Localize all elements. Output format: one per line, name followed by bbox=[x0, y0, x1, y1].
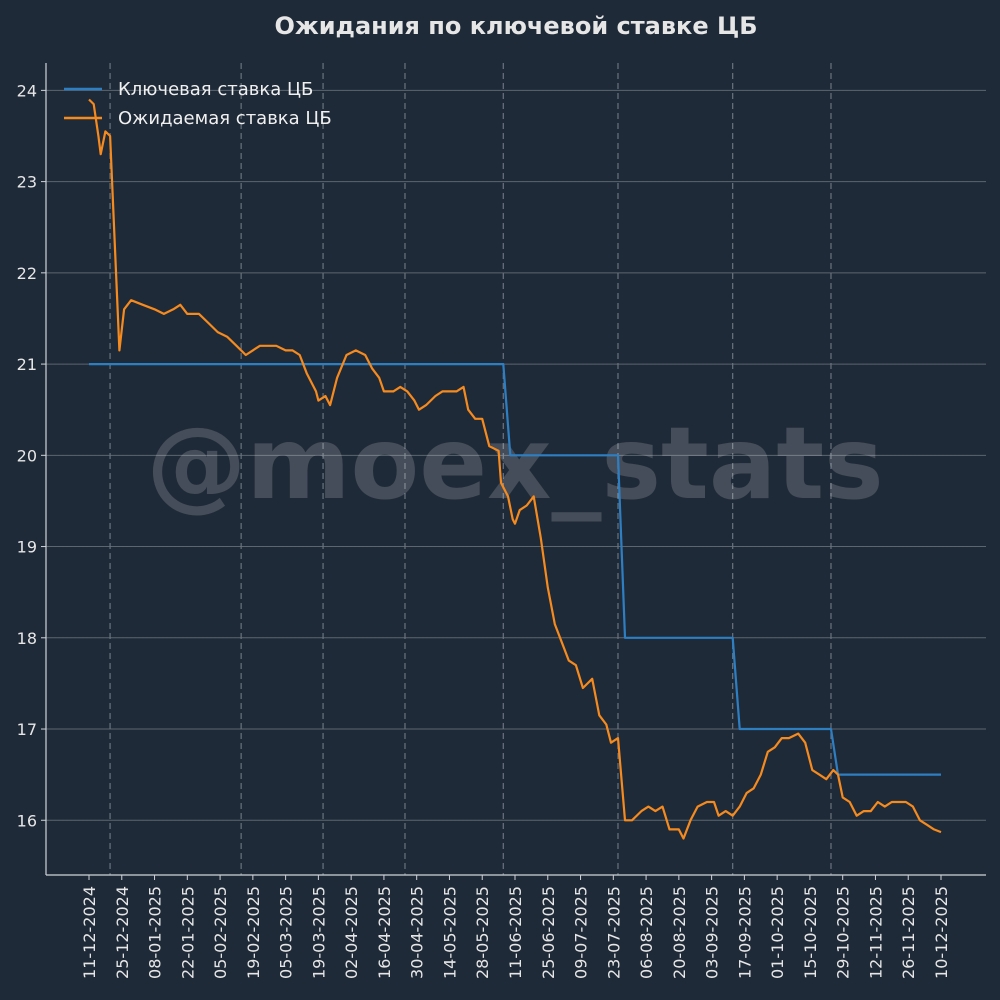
y-tick-label-21: 21 bbox=[17, 355, 37, 374]
x-tick-label-14-05-2025: 14-05-2025 bbox=[440, 886, 459, 979]
y-tick-label-17: 17 bbox=[17, 720, 37, 739]
x-tick-label-01-10-2025: 01-10-2025 bbox=[768, 886, 787, 979]
meeting-lines-layer bbox=[109, 63, 832, 875]
y-tick-label-23: 23 bbox=[17, 173, 37, 192]
x-tick-label-08-01-2025: 08-01-2025 bbox=[146, 886, 165, 979]
x-tick-label-19-02-2025: 19-02-2025 bbox=[244, 886, 263, 979]
x-tick-label-23-07-2025: 23-07-2025 bbox=[604, 886, 623, 979]
y-tick-label-20: 20 bbox=[17, 446, 37, 465]
y-tick-label-18: 18 bbox=[17, 629, 37, 648]
grid-layer bbox=[46, 89, 986, 821]
axis-layer: 16 17 18 19 20 21 22 23 24 11-12-2024 25-12-2024 08… bbox=[17, 63, 986, 979]
y-tick-label-24: 24 bbox=[17, 81, 37, 100]
x-tick-label-29-10-2025: 29-10-2025 bbox=[834, 886, 853, 979]
x-tick-label-11-06-2025: 11-06-2025 bbox=[506, 886, 525, 979]
x-tick-label-16-04-2025: 16-04-2025 bbox=[375, 886, 394, 979]
x-tick-label-26-11-2025: 26-11-2025 bbox=[899, 886, 918, 979]
x-tick-label-11-12-2024: 11-12-2024 bbox=[80, 886, 99, 979]
x-tick-label-12-11-2025: 12-11-2025 bbox=[866, 886, 885, 979]
x-tick-label-05-02-2025: 05-02-2025 bbox=[211, 886, 230, 979]
x-tick-label-06-08-2025: 06-08-2025 bbox=[637, 886, 656, 979]
x-tick-label-15-10-2025: 15-10-2025 bbox=[801, 886, 820, 979]
x-tick-label-20-08-2025: 20-08-2025 bbox=[670, 886, 689, 979]
x-tick-label-25-06-2025: 25-06-2025 bbox=[539, 886, 558, 979]
x-tick-label-28-05-2025: 28-05-2025 bbox=[473, 886, 492, 979]
x-tick-label-02-04-2025: 02-04-2025 bbox=[342, 886, 361, 979]
series-line-key-rate bbox=[89, 363, 941, 776]
y-tick-label-19: 19 bbox=[17, 538, 37, 557]
x-tick-label-25-12-2024: 25-12-2024 bbox=[113, 886, 132, 979]
series-line-expected-rate bbox=[88, 98, 942, 840]
x-tick-label-22-01-2025: 22-01-2025 bbox=[178, 886, 197, 979]
legend: Ключевая ставка ЦБ Ожидаемая ставка ЦБ bbox=[64, 79, 332, 129]
y-tick-label-16: 16 bbox=[17, 811, 37, 830]
watermark: @moex_stats bbox=[146, 405, 883, 522]
chart-title: Ожидания по ключевой ставке ЦБ bbox=[274, 12, 757, 40]
legend-label-key-rate: Ключевая ставка ЦБ bbox=[118, 79, 313, 100]
x-tick-label-30-04-2025: 30-04-2025 bbox=[408, 886, 427, 979]
x-tick-label-10-12-2025: 10-12-2025 bbox=[932, 886, 951, 979]
series-layer bbox=[88, 98, 942, 840]
x-tick-label-03-09-2025: 03-09-2025 bbox=[703, 886, 722, 979]
x-tick-label-09-07-2025: 09-07-2025 bbox=[572, 886, 591, 979]
y-tick-label-22: 22 bbox=[17, 264, 37, 283]
x-tick-label-19-03-2025: 19-03-2025 bbox=[309, 886, 328, 979]
x-tick-label-05-03-2025: 05-03-2025 bbox=[277, 886, 296, 979]
x-tick-label-17-09-2025: 17-09-2025 bbox=[735, 886, 754, 979]
legend-label-expected-rate: Ожидаемая ставка ЦБ bbox=[118, 108, 332, 129]
